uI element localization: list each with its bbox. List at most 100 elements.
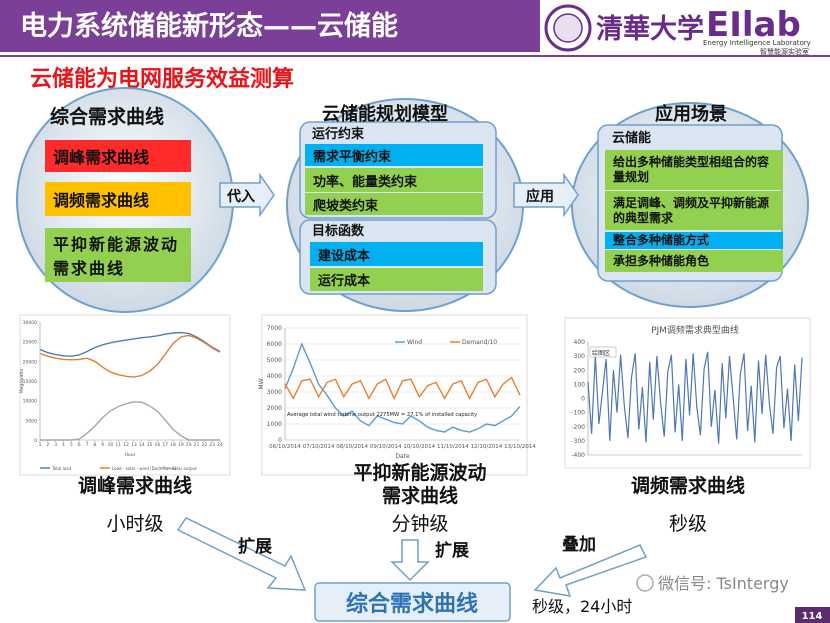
x-tick-label: 7 (86, 442, 89, 448)
x-tick-label: 13/10/2014 (504, 444, 536, 450)
chart-frame (19, 314, 231, 476)
y-tick-label: 200 (574, 367, 586, 374)
x-axis-label: Hour (125, 452, 136, 458)
group-item: 爬坡类约束 (305, 193, 483, 215)
page-number-box (795, 607, 830, 623)
x-tick-label: 08/10/2014 (336, 444, 368, 450)
chart-title: PJM调频需求典型曲线 (651, 324, 739, 336)
y-tick-label: -400 (571, 452, 585, 459)
x-tick-label: 12/10/2014 (471, 444, 503, 450)
y-tick-label: 6000 (267, 341, 282, 348)
group-item: 给出多种储能类型相组合的容量规划 (605, 150, 783, 190)
bottom-label: 扩展 (238, 536, 272, 557)
x-tick-label: 19 (178, 442, 184, 448)
x-tick-label: 2 (46, 442, 49, 448)
x-tick-label: 21 (194, 442, 200, 448)
series-line (39, 334, 221, 378)
caption-scale: 秒级 (668, 513, 707, 535)
logo-lab-en: Energy Intelligence Laboratory (703, 39, 811, 47)
y-tick-label: 10000 (23, 399, 37, 405)
result-box (314, 582, 511, 622)
hollow-arrow (390, 539, 430, 582)
panel-item: 平抑新能源波动需求曲线 (45, 228, 191, 282)
x-tick-label: 11 (115, 442, 121, 448)
y-tick-label: -100 (571, 410, 585, 417)
x-tick-label: 6 (78, 442, 81, 448)
block-arrow (513, 172, 579, 218)
legend-label: Load - solar - wind (Duck Curve) (112, 466, 177, 471)
y-tick-label: 100 (574, 381, 586, 388)
x-tick-label: 11/10/2014 (437, 444, 469, 450)
x-tick-label: 9 (101, 442, 104, 448)
y-tick-label: 1000 (267, 421, 282, 428)
y-tick-label: 0 (581, 396, 585, 403)
x-tick-label: 16 (155, 442, 161, 448)
x-tick-label: 22 (201, 442, 207, 448)
y-tick-label: 20000 (23, 359, 37, 365)
panel-title: 应用场景 (655, 104, 727, 125)
x-tick-label: 15 (147, 442, 153, 448)
y-tick-label: 4000 (267, 373, 282, 380)
caption: 调峰需求曲线 (77, 475, 192, 497)
arrow-label: 应用 (526, 188, 554, 205)
hollow-arrow (176, 517, 307, 591)
logo-lab: EIlab (706, 5, 801, 45)
caption: 调频需求曲线 (630, 475, 745, 497)
y-tick-label: -300 (571, 438, 585, 445)
group-item: 需求平衡约束 (305, 144, 483, 166)
emblem (544, 4, 592, 52)
group-item: 承担多种储能角色 (605, 250, 783, 272)
y-tick-label: 300 (574, 353, 586, 360)
x-tick-label: 12 (123, 442, 129, 448)
y-tick-label: 0 (34, 438, 37, 444)
bottom-label: 叠加 (562, 535, 596, 555)
x-tick-label: 10 (108, 442, 114, 448)
group-item: 满足调峰、调频及平抑新能源的典型需求 (605, 191, 783, 230)
block-arrow (219, 172, 275, 218)
legend-label: Total load (51, 466, 72, 471)
y-tick-label: 7000 (267, 325, 282, 332)
title-bar (0, 0, 540, 52)
panel-item: 调峰需求曲线 (45, 140, 191, 172)
panel-title: 云储能规划模型 (322, 104, 448, 125)
x-tick-label: 06/10/2014 (269, 444, 301, 450)
group-item: 运行成本 (310, 268, 483, 291)
page-number: 114 (802, 611, 823, 622)
series-line (284, 376, 521, 401)
x-tick-label: 10/10/2014 (403, 444, 435, 450)
y-tick-label: 15000 (23, 379, 37, 385)
x-tick-label: 5 (70, 442, 73, 448)
y-tick-label: 25000 (23, 340, 37, 346)
group-title: 目标函数 (312, 224, 365, 239)
x-tick-label: 3 (54, 442, 57, 448)
y-tick-label: 5000 (26, 418, 38, 424)
y-tick-label: 0 (278, 437, 282, 444)
watermark-icon (636, 574, 654, 592)
logo-lab-cn: 智慧能源实验室 (760, 47, 809, 56)
panel-title: 综合需求曲线 (50, 106, 165, 128)
legend-label: Solar output (172, 466, 197, 471)
emblem-inner (553, 13, 583, 43)
y-axis-label: Megawatts (19, 368, 25, 393)
chart-frame (261, 314, 528, 476)
subtitle: 云储能为电网服务效益测算 (30, 66, 294, 92)
group-item: 整合多种储能方式 (605, 232, 783, 249)
y-tick-label: 400 (574, 339, 586, 346)
annotation-box (589, 346, 617, 358)
slide-title: 电力系统储能新形态——云储能 (20, 10, 398, 42)
x-tick-label: 09/10/2014 (370, 444, 402, 450)
series-line (284, 342, 521, 433)
bottom-label: 扩展 (435, 540, 469, 561)
watermark: 微信号: TsIntergy (658, 574, 789, 593)
result-note: 秒级，24小时 (532, 597, 632, 616)
group-title: 运行约束 (312, 127, 365, 142)
hollow-arrow (533, 544, 648, 597)
logo-school: 清華大学 (596, 13, 704, 45)
group-item: 功率、能量类约束 (305, 168, 483, 192)
y-tick-label: 30000 (23, 320, 37, 326)
panel-item: 调频需求曲线 (45, 182, 191, 216)
legend-label: Wind (407, 339, 422, 346)
y-tick-label: 3000 (267, 389, 282, 396)
x-tick-label: 17 (162, 442, 168, 448)
